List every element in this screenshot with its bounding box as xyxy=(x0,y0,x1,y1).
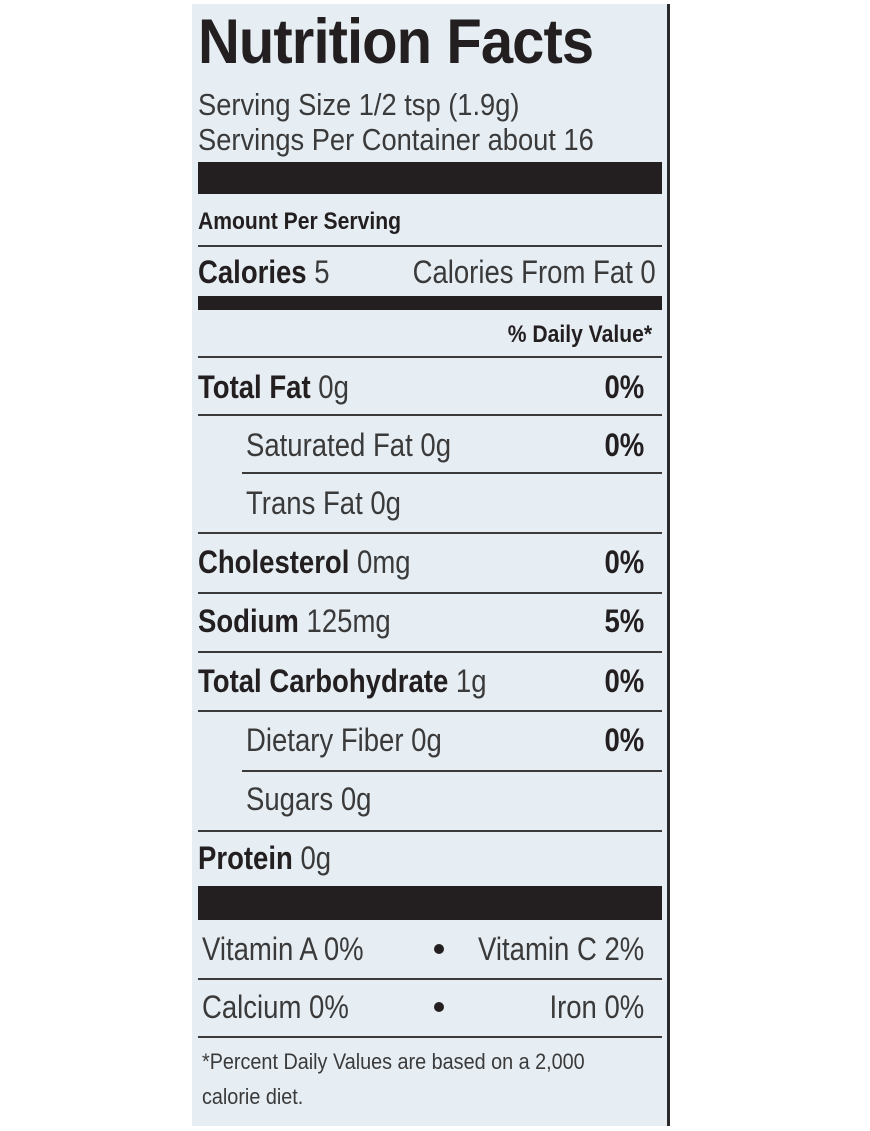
bullet-icon xyxy=(434,944,444,954)
nutrient-name: Saturated Fat xyxy=(246,427,413,463)
divider xyxy=(198,414,662,416)
nutrient-amount: 0g xyxy=(420,427,452,463)
nutrient-row-saturated-fat: Saturated Fat 0g xyxy=(246,427,451,464)
nutrient-dv: 5% xyxy=(604,603,644,639)
nutrient-name: Sugars xyxy=(246,781,334,817)
footnote-line-2: calorie diet. xyxy=(202,1084,304,1109)
nutrient-name: Total Fat xyxy=(198,369,311,405)
nutrient-dv: 0% xyxy=(604,663,644,699)
calories-label: Calories xyxy=(198,254,307,290)
nutrient-name: Protein xyxy=(198,840,293,876)
nutrient-amount: 0g xyxy=(300,840,332,876)
nutrient-name: Cholesterol xyxy=(198,544,350,580)
nutrient-dv: 0% xyxy=(604,427,644,463)
divider xyxy=(242,770,662,772)
nutrient-amount: 1g xyxy=(455,663,487,699)
thick-divider-bottom xyxy=(198,886,662,920)
divider xyxy=(198,651,662,653)
label-title: Nutrition Facts xyxy=(198,7,594,77)
divider xyxy=(198,532,662,534)
divider xyxy=(198,830,662,832)
medium-divider xyxy=(198,296,662,310)
vitamin-a: Vitamin A 0% xyxy=(202,931,364,967)
nutrient-row-cholesterol: Cholesterol 0mg xyxy=(198,544,411,581)
footnote-line-1: *Percent Daily Values are based on a 2,0… xyxy=(202,1049,585,1074)
iron: Iron 0% xyxy=(549,989,644,1025)
calcium: Calcium 0% xyxy=(202,989,349,1025)
calories-value: 5 xyxy=(314,254,330,290)
serving-size: Serving Size 1/2 tsp (1.9g) xyxy=(198,87,520,122)
nutrient-row-sodium: Sodium 125mg xyxy=(198,603,391,640)
calories-row: Calories 5 xyxy=(198,254,330,291)
vitamin-c: Vitamin C 2% xyxy=(477,931,644,967)
nutrient-amount: 0g xyxy=(318,369,349,405)
servings-per-container: Servings Per Container about 16 xyxy=(198,122,594,157)
nutrient-name: Sodium xyxy=(198,603,299,639)
nutrient-dv: 0% xyxy=(604,369,644,405)
nutrient-name: Trans Fat xyxy=(246,485,363,521)
nutrient-row-dietary-fiber: Dietary Fiber 0g xyxy=(246,722,442,759)
nutrient-amount: 0g xyxy=(370,485,401,521)
nutrient-amount: 0mg xyxy=(357,544,411,580)
nutrient-dv: 0% xyxy=(604,722,644,758)
amount-per-serving: Amount Per Serving xyxy=(198,208,402,235)
nutrient-amount: 125mg xyxy=(306,603,391,639)
nutrient-row-total-fat: Total Fat 0g xyxy=(198,369,349,406)
nutrient-dv: 0% xyxy=(604,544,644,580)
nutrition-facts-label: Nutrition Facts Serving Size 1/2 tsp (1.… xyxy=(192,4,670,1126)
divider xyxy=(198,1036,662,1038)
bullet-icon xyxy=(434,1002,444,1012)
nutrient-amount: 0g xyxy=(411,722,442,758)
nutrient-name: Dietary Fiber xyxy=(246,722,404,758)
divider xyxy=(242,472,662,474)
daily-value-header: % Daily Value* xyxy=(507,321,652,348)
nutrient-row-trans-fat: Trans Fat 0g xyxy=(246,485,401,522)
nutrient-row-protein: Protein 0g xyxy=(198,840,331,877)
thick-divider-top xyxy=(198,162,662,194)
divider xyxy=(198,710,662,712)
calories-from-fat: Calories From Fat 0 xyxy=(412,254,656,290)
nutrient-amount: 0g xyxy=(340,781,372,817)
nutrient-row-total-carbohydrate: Total Carbohydrate 1g xyxy=(198,663,487,700)
nutrient-row-sugars: Sugars 0g xyxy=(246,781,371,818)
divider xyxy=(198,592,662,594)
nutrient-name: Total Carbohydrate xyxy=(198,663,449,699)
divider xyxy=(198,245,662,247)
divider xyxy=(198,356,662,358)
divider xyxy=(198,978,662,980)
